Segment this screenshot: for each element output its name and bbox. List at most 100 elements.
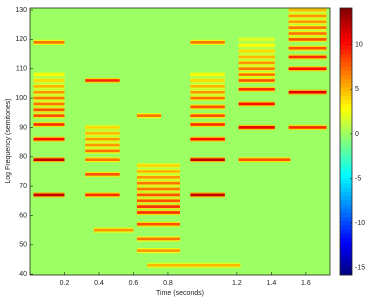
- colorbar-cell: [340, 116, 352, 121]
- band: [238, 73, 275, 76]
- band: [85, 126, 120, 129]
- colorbar-cell: [340, 58, 352, 63]
- colorbar-cell: [340, 24, 352, 30]
- band: [238, 126, 275, 129]
- colorbar-cell: [340, 204, 352, 209]
- x-tick-label: 0.2: [60, 280, 70, 287]
- colorbar-cell: [340, 78, 352, 84]
- band: [288, 8, 327, 12]
- y-tick-label: 50: [19, 242, 27, 249]
- colorbar-tick-label: -10: [355, 220, 365, 227]
- colorbar-cell: [340, 145, 352, 151]
- colorbar-cell: [340, 16, 352, 21]
- colorbar-cell: [340, 266, 352, 272]
- band: [238, 87, 275, 91]
- band: [238, 79, 275, 82]
- colorbar-tick-label: 0: [355, 131, 359, 138]
- band: [85, 79, 120, 82]
- band: [136, 211, 180, 214]
- band: [238, 67, 275, 71]
- y-axis-label: Log Frequency (semitones): [5, 98, 12, 183]
- colorbar-cell: [340, 174, 352, 180]
- colorbar-cell: [340, 8, 352, 13]
- colorbar-cell: [340, 128, 352, 134]
- colorbar-cell: [340, 245, 352, 251]
- band: [238, 102, 275, 106]
- colorbar-cell: [340, 191, 352, 197]
- band: [33, 90, 65, 94]
- heatmap-background: [30, 8, 330, 275]
- band: [190, 137, 225, 141]
- band: [136, 222, 180, 226]
- colorbar-cell: [340, 83, 352, 88]
- band: [288, 55, 327, 59]
- band: [33, 193, 65, 197]
- y-tick-label: 40: [19, 271, 27, 278]
- colorbar-cell: [340, 87, 352, 92]
- colorbar-cell: [340, 33, 352, 38]
- band: [190, 158, 225, 162]
- colorbar-cell: [340, 229, 352, 234]
- colorbar-cell: [340, 133, 352, 138]
- plot-frame: [29, 7, 331, 276]
- band: [190, 123, 225, 126]
- colorbar-cell: [340, 249, 352, 255]
- band: [238, 158, 291, 162]
- y-tick-label: 90: [19, 124, 27, 131]
- band: [136, 170, 180, 173]
- colorbar-cell: [340, 233, 352, 238]
- band: [190, 105, 225, 109]
- band: [190, 114, 225, 118]
- band: [190, 41, 225, 44]
- colorbar-cell: [340, 208, 352, 213]
- band: [288, 20, 327, 24]
- colorbar-cell: [340, 183, 352, 188]
- band: [238, 61, 275, 65]
- colorbar-cell: [340, 95, 352, 101]
- colorbar-cell: [340, 45, 352, 51]
- colorbar-frame: [339, 7, 353, 276]
- band: [136, 164, 180, 167]
- band: [288, 126, 327, 129]
- colorbar-cell: [340, 108, 352, 113]
- colorbar-cell: [340, 199, 352, 205]
- band: [33, 96, 65, 100]
- band: [288, 90, 327, 94]
- colorbar-cell: [340, 158, 352, 163]
- band: [136, 237, 180, 241]
- band: [238, 43, 275, 47]
- band: [136, 205, 180, 208]
- colorbar-cell: [340, 154, 352, 159]
- colorbar-cell: [340, 70, 352, 76]
- band: [136, 181, 180, 185]
- colorbar-tick-label: -15: [355, 265, 365, 272]
- band: [238, 55, 275, 59]
- band: [288, 14, 327, 18]
- band: [85, 131, 120, 135]
- band: [147, 263, 241, 267]
- colorbar-cell: [340, 66, 352, 71]
- y-tick-label: 80: [19, 154, 27, 161]
- band: [33, 102, 65, 106]
- colorbar-cell: [340, 49, 352, 55]
- colorbar-tick-label: 5: [355, 86, 359, 93]
- colorbar-cell: [340, 149, 352, 155]
- colorbar-cell: [340, 179, 352, 184]
- band: [190, 193, 225, 197]
- band: [85, 158, 120, 162]
- colorbar-cell: [340, 103, 352, 109]
- band: [33, 158, 65, 162]
- colorbar-cell: [340, 187, 352, 192]
- colorbar-cell: [340, 20, 352, 25]
- band: [288, 67, 327, 71]
- band: [33, 79, 65, 82]
- band: [190, 73, 225, 76]
- x-tick-label: 1.2: [232, 280, 242, 287]
- band: [33, 114, 65, 118]
- x-tick-label: 0.6: [129, 280, 139, 287]
- colorbar-cell: [340, 141, 352, 146]
- colorbar-cell: [340, 53, 352, 59]
- y-tick-label: 120: [15, 36, 27, 43]
